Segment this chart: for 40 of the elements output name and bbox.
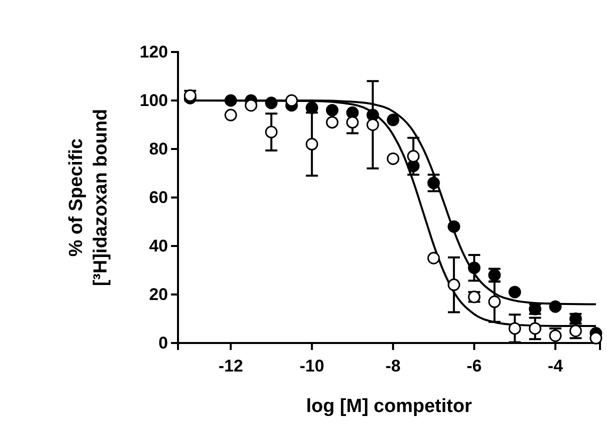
y-tick-label: 20 [149, 284, 168, 304]
point [265, 126, 278, 138]
y-tick-label: 120 [140, 42, 168, 62]
point [366, 118, 380, 131]
x-tick-label: -8 [385, 356, 401, 376]
point [488, 296, 501, 308]
point [285, 94, 298, 107]
point [549, 300, 562, 313]
point [528, 322, 542, 335]
point [224, 108, 237, 122]
x-tick-label: -6 [466, 356, 482, 376]
point [448, 278, 460, 292]
y-tick-label: 0 [158, 333, 168, 352]
point [326, 116, 338, 129]
point [326, 104, 338, 116]
point [407, 150, 420, 163]
y-tick-label: 100 [140, 90, 168, 110]
x-tick-label: -10 [300, 356, 324, 376]
point [306, 102, 318, 114]
point [468, 262, 480, 274]
point [427, 176, 440, 190]
point [427, 252, 440, 264]
point [224, 94, 237, 107]
y-axis-title: % of Specific [³H]idazoxan bound [66, 108, 112, 286]
point [508, 322, 522, 335]
x-tick-label: -12 [218, 356, 244, 376]
point [244, 99, 258, 112]
point [448, 220, 460, 233]
point [265, 96, 278, 110]
y-tick-label: 60 [149, 188, 168, 207]
y-tick-label: 40 [149, 236, 168, 256]
point [508, 286, 522, 298]
point [386, 152, 400, 165]
point [386, 114, 400, 126]
x-tick-label: -4 [548, 356, 564, 376]
x-axis-title: log [M] competitor [306, 396, 472, 417]
point [306, 138, 318, 150]
point [590, 332, 602, 344]
y-tick-label: 80 [149, 139, 168, 158]
point [346, 116, 359, 129]
